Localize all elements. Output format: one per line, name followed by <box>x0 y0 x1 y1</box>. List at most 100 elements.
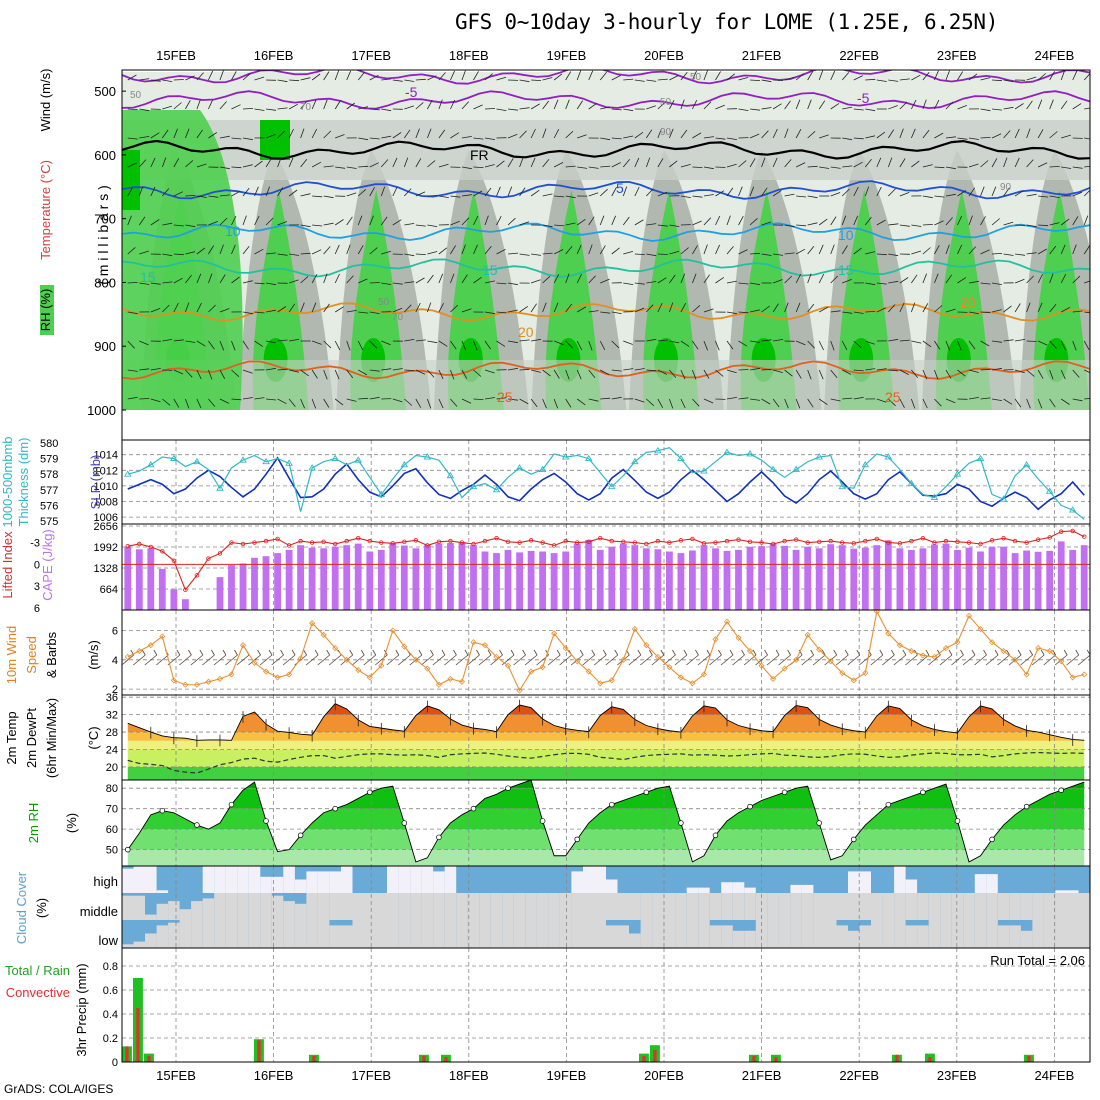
wind-barb <box>807 273 812 284</box>
wind-barb <box>231 369 240 377</box>
wind-barb <box>162 253 173 257</box>
wind-barb <box>680 273 686 284</box>
wind-barb <box>288 157 294 168</box>
wind-barb <box>323 303 330 313</box>
wind-barb <box>415 369 426 375</box>
wind-barb <box>173 253 184 256</box>
cloud-cell <box>364 866 376 893</box>
wind-barb <box>680 247 689 255</box>
wind-barb <box>138 159 147 168</box>
isotherm-label: 5 <box>616 180 624 196</box>
wind-barb <box>312 340 322 345</box>
wind-barb <box>934 245 940 255</box>
wind-barb <box>507 367 518 371</box>
wind-barb <box>173 224 184 227</box>
cloud-clear-cell <box>790 884 803 893</box>
cloud-clear-cell <box>306 871 319 893</box>
wind-barb <box>542 77 553 81</box>
wind-barb-flag <box>314 649 319 656</box>
cloud-clear-cell <box>744 930 757 947</box>
cloud-cell <box>352 866 365 893</box>
wind-barb <box>150 282 161 285</box>
wind-barb <box>865 78 876 81</box>
cloud-cell <box>755 866 768 893</box>
cloud-clear-cell <box>571 920 584 947</box>
lifted-index-point <box>286 543 292 548</box>
wind-barb <box>219 217 228 226</box>
wind-barb <box>427 100 433 110</box>
wind-barb <box>461 194 472 197</box>
wind-barb <box>1072 103 1082 110</box>
wind-barb-flag <box>752 649 757 656</box>
wind-barb <box>576 70 582 81</box>
wind-barb <box>150 186 156 197</box>
cape-bar <box>700 545 708 610</box>
wind-barb <box>968 163 979 168</box>
wind-barb <box>427 340 438 344</box>
wind-barb <box>173 102 182 110</box>
cloud-clear-cell <box>421 893 434 920</box>
wind-barb <box>553 129 560 139</box>
wind-barb <box>231 104 241 110</box>
wind-barb <box>738 216 744 226</box>
rh-point <box>159 807 166 814</box>
wind-barb <box>692 398 700 407</box>
wind-barb <box>634 368 645 371</box>
wind-barb <box>369 137 380 140</box>
wind-barb <box>1060 244 1066 255</box>
cloud-clear-cell <box>732 930 745 947</box>
wind-speed-point <box>850 677 857 684</box>
wind-barb <box>265 186 270 197</box>
thickness-point <box>492 485 501 493</box>
precip-tick-label: 0.8 <box>103 961 118 973</box>
wind-barb <box>634 157 640 168</box>
lifted-index-point <box>183 587 188 593</box>
wind-barb <box>334 100 341 110</box>
cloud-cell <box>375 866 388 893</box>
wind-barb <box>450 398 458 407</box>
wind-barb <box>795 99 801 110</box>
wind-barb <box>404 188 412 197</box>
wind-barb <box>392 219 402 226</box>
wind-barb <box>899 128 904 139</box>
wind-barb-10m <box>547 654 561 666</box>
wind-barb <box>484 397 495 400</box>
wind-barb <box>922 369 928 380</box>
wind-barb <box>922 340 932 348</box>
lifted-index-point <box>332 541 338 547</box>
wind-barb <box>703 194 714 197</box>
wind-barb <box>692 166 703 168</box>
wind-barb-flag <box>556 649 561 656</box>
cloud-clear-cell <box>617 925 630 947</box>
wind-barb-10m <box>375 654 388 666</box>
chart-title: GFS 0~10day 3-hourly for LOME (1.25E, 6.… <box>455 10 999 34</box>
rh-point <box>194 822 200 828</box>
cloud-clear-cell <box>629 893 641 920</box>
wind-barb <box>876 368 887 371</box>
wind-barb <box>818 244 824 255</box>
thickness-point <box>147 460 155 468</box>
wind-barb <box>1072 369 1080 378</box>
wind-barb <box>646 304 654 313</box>
lifted-index-point <box>863 538 868 544</box>
wind-barb <box>865 368 876 371</box>
wind-barb <box>369 74 379 81</box>
thickness-point <box>354 456 363 463</box>
wind-speed-point <box>136 647 143 655</box>
wind-barb <box>288 128 294 139</box>
cloud-cell <box>813 866 826 893</box>
wind-speed-point <box>504 662 512 669</box>
wind-barb <box>888 369 899 372</box>
wind-barb <box>150 132 160 139</box>
cloud-clear-cell <box>825 920 837 947</box>
wind-speed-point <box>528 668 535 675</box>
cloud-clear-cell <box>848 871 860 893</box>
wind-barb <box>1015 253 1026 256</box>
wind-barb <box>162 129 169 139</box>
wind-barb <box>1037 129 1044 139</box>
wind-barb <box>473 137 484 140</box>
wind-barb-flag <box>211 649 215 656</box>
cape-bar <box>331 546 339 610</box>
wind-barb <box>669 75 679 81</box>
wind-barb-10m <box>628 654 642 666</box>
